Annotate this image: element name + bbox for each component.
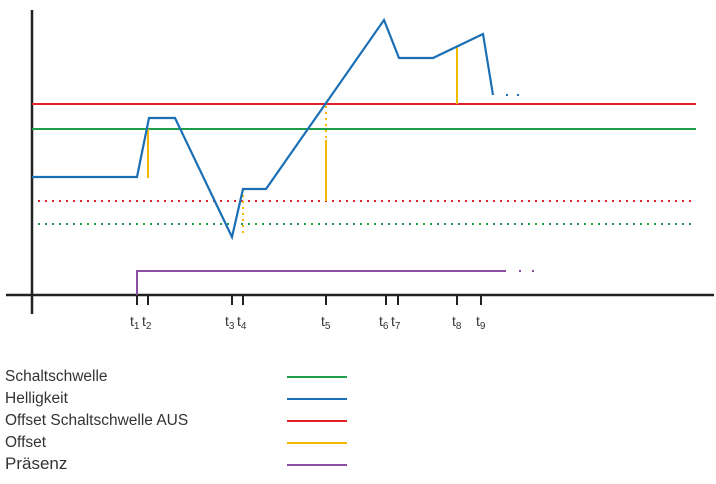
- legend-item-offset-schaltschwelle-aus: Offset Schaltschwelle AUS: [5, 410, 365, 432]
- legend-item-schaltschwelle: Schaltschwelle: [5, 366, 365, 388]
- tick-label-t9: t9: [476, 313, 486, 332]
- tick-label-t1: t1: [130, 313, 140, 332]
- legend-label: Präsenz: [5, 454, 68, 473]
- tick-label-t7: t7: [391, 313, 401, 332]
- tick-label-t5: t5: [321, 313, 331, 332]
- legend-label: Offset: [5, 434, 47, 451]
- tick-label-t8: t8: [452, 313, 462, 332]
- legend-item-helligkeit: Helligkeit: [5, 388, 365, 410]
- legend-item-offset: Offset: [5, 432, 365, 454]
- legend-item-praesenz: Präsenz: [5, 454, 365, 476]
- legend-swatch: [287, 398, 347, 400]
- legend-swatch: [287, 442, 347, 444]
- tick-label-t4: t4: [237, 313, 247, 332]
- helligkeit-curve: [32, 17, 495, 241]
- timing-diagram: t1 t2 t3 t4 t5 t6 t7 t8 t9: [6, 10, 714, 332]
- tick-label-t2: t2: [142, 313, 152, 332]
- legend-swatch: [287, 376, 347, 378]
- legend-label: Offset Schaltschwelle AUS: [5, 412, 189, 429]
- legend-label: Helligkeit: [5, 390, 68, 407]
- tick-marks: [136, 295, 482, 305]
- legend-swatch: [287, 464, 347, 466]
- praesenz-signal: [136, 270, 506, 295]
- legend-swatch: [287, 420, 347, 422]
- legend-label: Schaltschwelle: [5, 368, 108, 385]
- tick-label-t3: t3: [225, 313, 235, 332]
- legend: Schaltschwelle Helligkeit Offset Schalts…: [5, 366, 365, 476]
- tick-label-t6: t6: [379, 313, 389, 332]
